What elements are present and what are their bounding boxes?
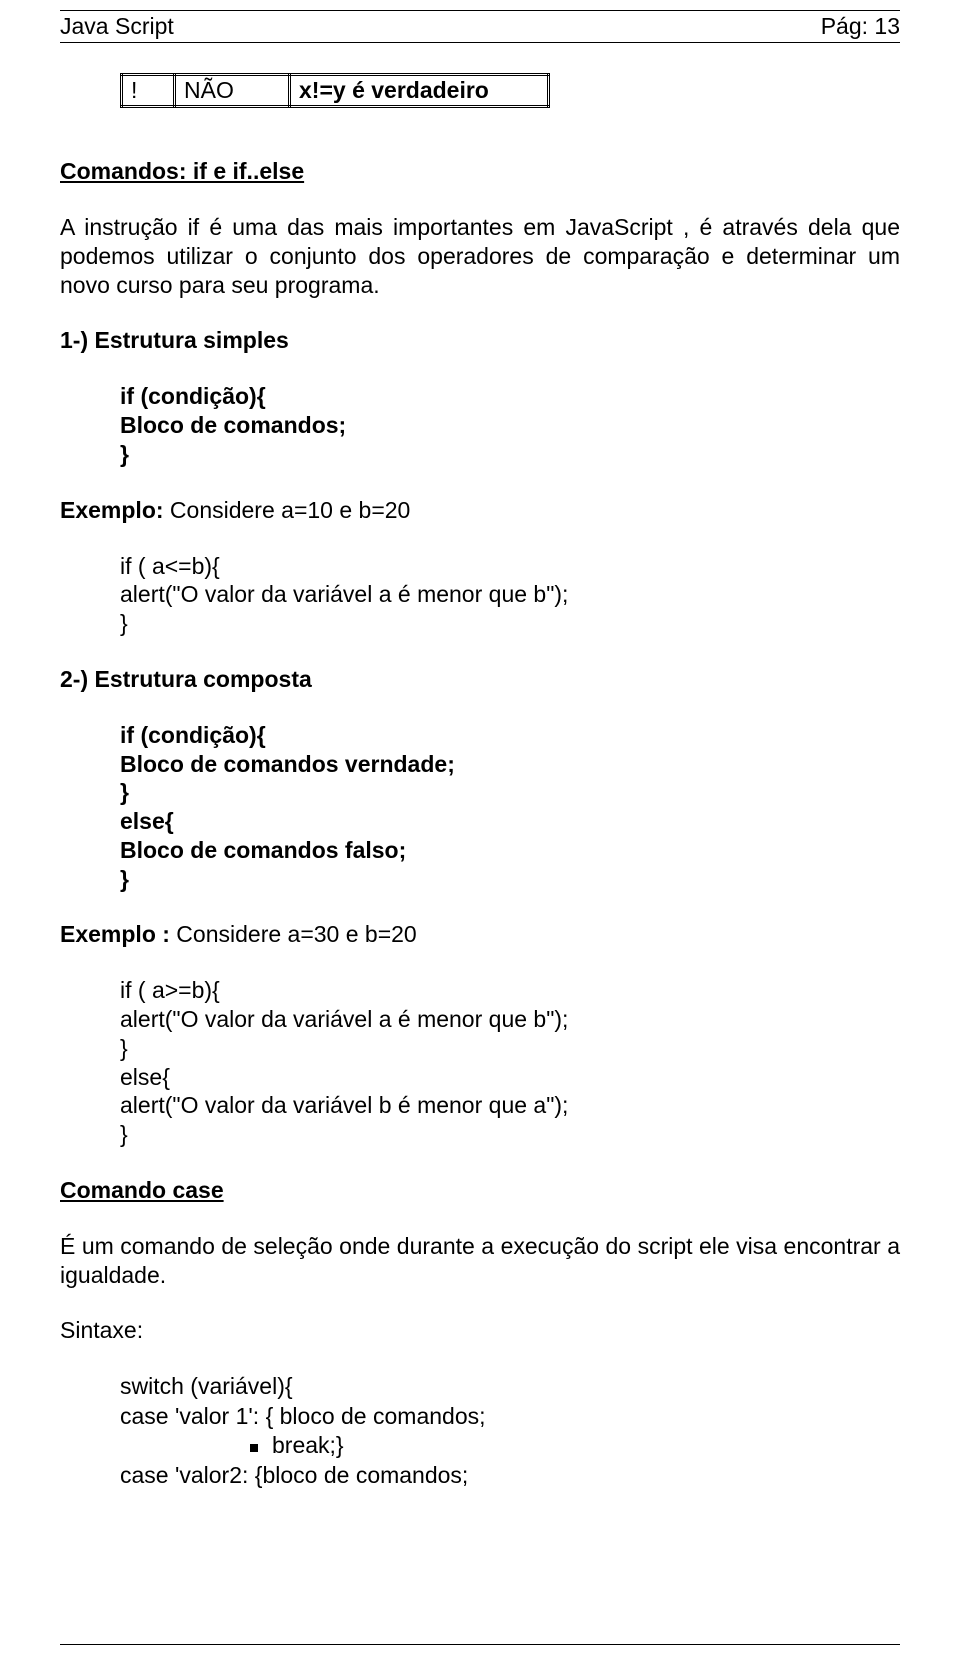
example-1-label: Exemplo: Considere a=10 e b=20 [60, 497, 900, 524]
syntax-label: Sintaxe: [60, 1317, 900, 1344]
section-title-command-case: Comando case [60, 1177, 900, 1204]
example-label: Exemplo: [60, 497, 164, 523]
footer-rule [60, 1644, 900, 1645]
code-compound-syntax: if (condição){ Bloco de comandos verndad… [120, 721, 900, 894]
code-switch-syntax: switch (variável){ case 'valor 1': { blo… [120, 1372, 900, 1490]
table-row: ! NÃO x!=y é verdadeiro [122, 75, 549, 107]
document-page: Java Script Pág: 13 ! NÃO x!=y é verdade… [0, 0, 960, 1669]
example-rest: Considere a=30 e b=20 [170, 921, 417, 947]
switch-line-1: switch (variável){ [120, 1372, 900, 1401]
section-title-commands-if: Comandos: if e if..else [60, 158, 900, 185]
paragraph-if-description: A instrução if é uma das mais importante… [60, 213, 900, 299]
example-rest: Considere a=10 e b=20 [164, 497, 411, 523]
subheading-compound-structure: 2-) Estrutura composta [60, 666, 900, 693]
code-compound-example: if ( a>=b){ alert("O valor da variável a… [120, 976, 900, 1149]
switch-line-3: break;} [250, 1431, 900, 1460]
header-left: Java Script [60, 13, 174, 40]
paragraph-case-description: É um comando de seleção onde durante a e… [60, 1232, 900, 1290]
page-header: Java Script Pág: 13 [60, 13, 900, 40]
cell-operator: ! [122, 75, 175, 107]
code-simple-syntax: if (condição){ Bloco de comandos; } [120, 382, 900, 468]
switch-line-4: case 'valor2: {bloco de comandos; [120, 1461, 900, 1490]
code-simple-example: if ( a<=b){ alert("O valor da variável a… [120, 552, 900, 638]
header-right: Pág: 13 [821, 13, 900, 40]
cell-description: NÃO [175, 75, 290, 107]
subheading-simple-structure: 1-) Estrutura simples [60, 327, 900, 354]
header-rule [60, 10, 900, 11]
example-text: x!=y é verdadeiro [299, 77, 489, 103]
break-text: break;} [272, 1432, 344, 1458]
cell-example: x!=y é verdadeiro [290, 75, 549, 107]
bullet-icon [250, 1444, 258, 1452]
header-rule-2 [60, 42, 900, 43]
switch-line-2: case 'valor 1': { bloco de comandos; [120, 1402, 900, 1431]
example-2-label: Exemplo : Considere a=30 e b=20 [60, 921, 900, 948]
example-label: Exemplo : [60, 921, 170, 947]
operators-table: ! NÃO x!=y é verdadeiro [120, 73, 550, 108]
